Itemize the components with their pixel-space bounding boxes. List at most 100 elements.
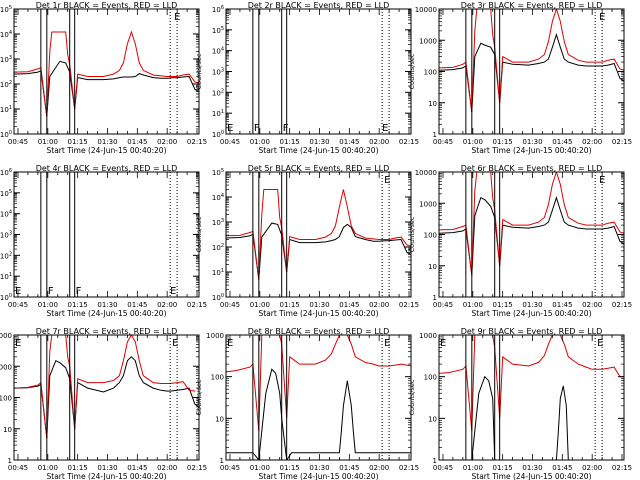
y-tick-label: 101 [0,272,12,281]
x-tick-label: 01:30 [522,301,542,309]
x-tick-label: 01:00 [38,464,58,472]
flag-label: E [382,123,388,134]
y-tick-label: 10 [428,263,437,271]
x-tick-label: 02:00 [582,301,602,309]
panel-det-4: EFFE10010110210310410510600:4501:0001:15… [0,164,207,318]
flag-label: E [227,338,233,349]
x-axis-label: Start Time (24-Jun-15 00:40:20) [259,472,379,480]
panel-det-2: EFFE10010110210310410510600:4501:0001:15… [195,1,419,155]
x-tick-label: 02:00 [369,138,389,146]
x-tick-label: 01:00 [38,138,58,146]
y-tick-label: 10 [428,415,437,423]
x-tick-label: 02:00 [369,301,389,309]
panel-det-6: E 1 10 100 1000 10000 00:45 01:00 01:15 01:30 01:4… [408,164,632,318]
x-tick-label: 01:30 [522,138,542,146]
panel-det-5: E 100 101 102 103 104 105 00:45 01:00 01:15 01:30 0… [195,164,419,318]
x-tick-label: 01:00 [463,138,483,146]
plot-frame [225,8,412,135]
panel-title: Det 2r BLACK = Events, RED = LLD [248,1,390,10]
series-lld-line [14,30,199,117]
y-tick-label: 102 [0,251,12,260]
y-tick-label: 10 [428,100,437,108]
y-tick-label: 1 [433,457,437,465]
plot-frame [13,8,200,135]
x-tick-label: 00:45 [433,464,453,472]
panel-det-7: E E 1 10 100 1000 10000 00:45 01:00 01:15 01:30 01:… [0,327,207,480]
flag-label: E [15,338,21,349]
x-tick-label: 01:30 [522,464,542,472]
x-tick-label: 01:45 [339,464,359,472]
x-tick-label: 00:45 [220,138,240,146]
plot-frame [438,334,625,461]
plot-frame [13,334,200,461]
x-tick-label: 01:45 [127,301,147,309]
y-tick-label: 1 [220,457,224,465]
x-tick-label: 02:15 [399,301,419,309]
x-tick-label: 01:30 [97,301,117,309]
x-tick-label: 00:45 [8,464,28,472]
y-tick-label: 100 [0,395,12,403]
series-events-line [14,60,199,117]
x-tick-label: 01:30 [309,301,329,309]
x-axis-label: Start Time (24-Jun-15 00:40:20) [47,472,167,480]
flag-label: F [254,123,260,134]
panel-title: Det 6r BLACK = Events, RED = LLD [461,164,603,173]
y-tick-label: 102 [212,243,224,252]
x-tick-label: 01:00 [250,138,270,146]
x-tick-label: 01:15 [280,301,300,309]
x-tick-label: 02:15 [612,301,632,309]
y-tick-label: 101 [212,268,224,277]
x-tick-label: 01:30 [97,138,117,146]
panel-title: Det 3r BLACK = Events, RED = LLD [461,1,603,10]
x-tick-label: 01:15 [280,138,300,146]
x-tick-label: 00:45 [433,301,453,309]
y-tick-label: 105 [212,26,224,35]
flag-label: E [597,338,603,349]
x-axis-label: Start Time (24-Jun-15 00:40:20) [259,309,379,318]
series-events-line [471,375,569,460]
y-tick-label: 106 [0,168,12,177]
panel-title: Det 7r BLACK = Events, RED = LLD [36,327,178,336]
y-axis-label: Counts/sec [408,379,416,415]
y-tick-label: 10000 [415,169,437,177]
x-tick-label: 01:00 [250,301,270,309]
panel-title: Det 9r BLACK = Events, RED = LLD [461,327,603,336]
y-tick-label: 100 [212,130,224,139]
y-tick-label: 10000 [0,332,12,340]
y-tick-label: 102 [0,80,12,89]
y-tick-label: 103 [0,55,12,64]
y-tick-label: 103 [212,218,224,227]
y-tick-label: 104 [0,210,12,219]
series-events-line [14,356,199,439]
x-tick-label: 02:00 [157,301,177,309]
y-tick-label: 1000 [0,363,12,371]
series-lld-line [439,172,624,276]
flag-label: E [384,338,390,349]
x-axis-label: Start Time (24-Jun-15 00:40:20) [47,309,167,318]
panel-title: Det 4r BLACK = Events, RED = LLD [36,164,178,173]
x-tick-label: 01:30 [309,138,329,146]
x-tick-label: 00:45 [8,138,28,146]
flag-label: F [283,123,289,134]
series-lld-line [226,189,411,280]
x-tick-label: 02:00 [582,138,602,146]
x-tick-label: 02:15 [187,464,207,472]
x-tick-label: 01:00 [250,464,270,472]
y-axis-label: Counts/sec [195,379,203,415]
x-tick-label: 02:15 [399,464,419,472]
flag-label: E [170,286,176,297]
flag-label: E [440,338,446,349]
x-tick-label: 01:45 [339,138,359,146]
x-axis-label: Start Time (24-Jun-15 00:40:20) [472,146,592,155]
y-tick-label: 100 [0,293,12,302]
plot-frame [13,171,200,298]
x-tick-label: 01:30 [97,464,117,472]
x-tick-label: 00:45 [220,464,240,472]
x-tick-label: 01:45 [127,464,147,472]
plot-frame [225,334,412,461]
y-tick-label: 10 [3,426,12,434]
y-tick-label: 100 [424,232,437,240]
x-tick-label: 01:00 [463,464,483,472]
y-tick-label: 10000 [415,6,437,14]
